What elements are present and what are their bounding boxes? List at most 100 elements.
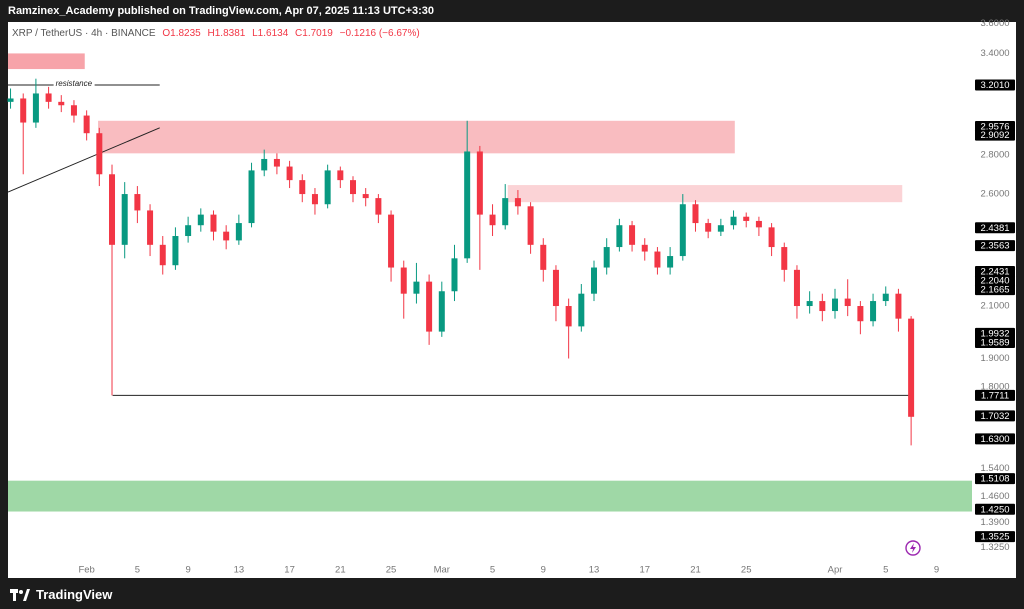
candle-body bbox=[134, 194, 141, 211]
candle-body bbox=[743, 216, 750, 221]
price-label: 2.2431 bbox=[980, 266, 1009, 277]
brand: TradingView bbox=[36, 587, 113, 602]
y-tick-label: 2.8000 bbox=[980, 150, 1009, 161]
price-label-box bbox=[975, 473, 1015, 485]
candle-body bbox=[730, 216, 737, 226]
candle-body bbox=[311, 194, 318, 205]
candle-body bbox=[679, 204, 686, 257]
candle-body bbox=[464, 151, 471, 259]
x-tick-label: 13 bbox=[234, 565, 245, 576]
candle-body bbox=[654, 251, 661, 268]
alert-bolt bbox=[910, 543, 916, 553]
y-tick-label: 2.6000 bbox=[980, 189, 1009, 200]
candle-body bbox=[578, 293, 585, 327]
y-tick-label: 1.3250 bbox=[980, 542, 1009, 553]
candle-body bbox=[70, 105, 77, 116]
candle-body bbox=[235, 223, 242, 241]
candle-body bbox=[552, 269, 559, 307]
zone bbox=[507, 185, 903, 203]
candle-body bbox=[476, 151, 483, 215]
candle-body bbox=[172, 236, 179, 266]
ohlc-low: L1.6134 bbox=[252, 28, 289, 39]
price-label-box bbox=[975, 410, 1015, 422]
alert-icon[interactable] bbox=[905, 540, 921, 556]
ohlc-change: −0.1216 (−6.67%) bbox=[339, 28, 420, 39]
symbol: XRP / TetherUS · 4h · BINANCE bbox=[12, 28, 156, 39]
candle-body bbox=[451, 258, 458, 292]
candle-body bbox=[375, 198, 382, 215]
x-tick-label: 21 bbox=[335, 565, 346, 576]
price-label: 2.1665 bbox=[980, 285, 1009, 296]
price-label: 3.2010 bbox=[980, 80, 1009, 91]
candle-body bbox=[832, 298, 839, 312]
zone bbox=[8, 480, 972, 512]
price-label: 1.6300 bbox=[980, 434, 1009, 445]
y-tick-label: 1.5400 bbox=[980, 463, 1009, 474]
y-tick-label: 2.1000 bbox=[980, 301, 1009, 312]
candle-body bbox=[7, 98, 14, 102]
x-tick-label: 5 bbox=[135, 565, 140, 576]
zone bbox=[8, 53, 85, 70]
candle-body bbox=[426, 281, 433, 332]
candle-body bbox=[870, 301, 877, 322]
candle-body bbox=[438, 291, 445, 332]
price-label-box bbox=[975, 433, 1015, 445]
footer: TradingView bbox=[10, 587, 112, 602]
price-label-box bbox=[975, 336, 1015, 348]
price-label: 2.9092 bbox=[980, 130, 1009, 141]
candle-body bbox=[667, 256, 674, 268]
x-tick-label: 17 bbox=[284, 565, 295, 576]
price-label-box bbox=[975, 327, 1015, 339]
x-tick-label: Feb bbox=[78, 565, 94, 576]
y-tick-label: 1.9000 bbox=[980, 353, 1009, 364]
line-label-bg bbox=[53, 79, 95, 89]
price-label: 2.2040 bbox=[980, 276, 1009, 287]
candle-body bbox=[806, 301, 813, 307]
price-label-box bbox=[975, 240, 1015, 252]
price-label-box bbox=[975, 284, 1015, 296]
candle-body bbox=[350, 180, 357, 195]
symbol-legend: XRP / TetherUS · 4h · BINANCE O1.8235 H1… bbox=[12, 28, 424, 39]
zone bbox=[98, 120, 735, 154]
x-tick-label: Apr bbox=[828, 565, 843, 576]
candle-body bbox=[755, 220, 762, 228]
candle-body bbox=[261, 158, 268, 171]
price-label-box bbox=[975, 265, 1015, 277]
price-label-box bbox=[975, 79, 1015, 91]
candle-body bbox=[96, 133, 103, 175]
price-label: 2.4381 bbox=[980, 223, 1009, 234]
candle-body bbox=[705, 223, 712, 232]
candle-body bbox=[844, 298, 851, 307]
ohlc-open: O1.8235 bbox=[162, 28, 201, 39]
x-tick-label: 9 bbox=[185, 565, 190, 576]
candle-body bbox=[45, 93, 52, 102]
candle-body bbox=[400, 267, 407, 294]
candle-body bbox=[337, 170, 344, 181]
line-label: resistance bbox=[56, 79, 93, 88]
price-label: 2.3563 bbox=[980, 241, 1009, 252]
price-label-box bbox=[975, 120, 1015, 132]
candle-body bbox=[591, 267, 598, 294]
publish-header: Ramzinex_Academy published on TradingVie… bbox=[8, 5, 435, 17]
price-label-box bbox=[975, 222, 1015, 234]
y-tick-label: 1.8000 bbox=[980, 381, 1009, 392]
candle-body bbox=[324, 170, 331, 205]
candle-body bbox=[185, 225, 192, 237]
x-tick-label: 5 bbox=[490, 565, 495, 576]
candle-body bbox=[514, 198, 521, 207]
candle-body bbox=[299, 180, 306, 195]
price-label: 1.7032 bbox=[980, 411, 1009, 422]
price-label: 1.5108 bbox=[980, 474, 1009, 485]
candle-body bbox=[159, 244, 166, 266]
candle-body bbox=[565, 306, 572, 327]
candle-body bbox=[121, 194, 128, 245]
candle-body bbox=[58, 101, 65, 106]
x-tick-label: 9 bbox=[934, 565, 939, 576]
candle-body bbox=[286, 166, 293, 181]
candle-body bbox=[819, 301, 826, 312]
candle-body bbox=[20, 98, 27, 123]
candle-body bbox=[197, 214, 204, 226]
candle-body bbox=[768, 227, 775, 248]
candle-body bbox=[629, 225, 636, 245]
